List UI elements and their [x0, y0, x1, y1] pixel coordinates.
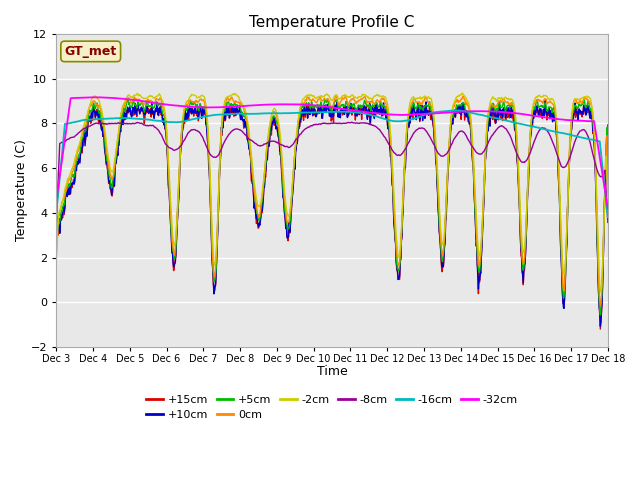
Legend: +15cm, +10cm, +5cm, 0cm, -2cm, -8cm, -16cm, -32cm: +15cm, +10cm, +5cm, 0cm, -2cm, -8cm, -16…	[142, 390, 522, 425]
Y-axis label: Temperature (C): Temperature (C)	[15, 140, 28, 241]
Title: Temperature Profile C: Temperature Profile C	[250, 15, 415, 30]
X-axis label: Time: Time	[317, 365, 348, 378]
Text: GT_met: GT_met	[65, 45, 117, 58]
